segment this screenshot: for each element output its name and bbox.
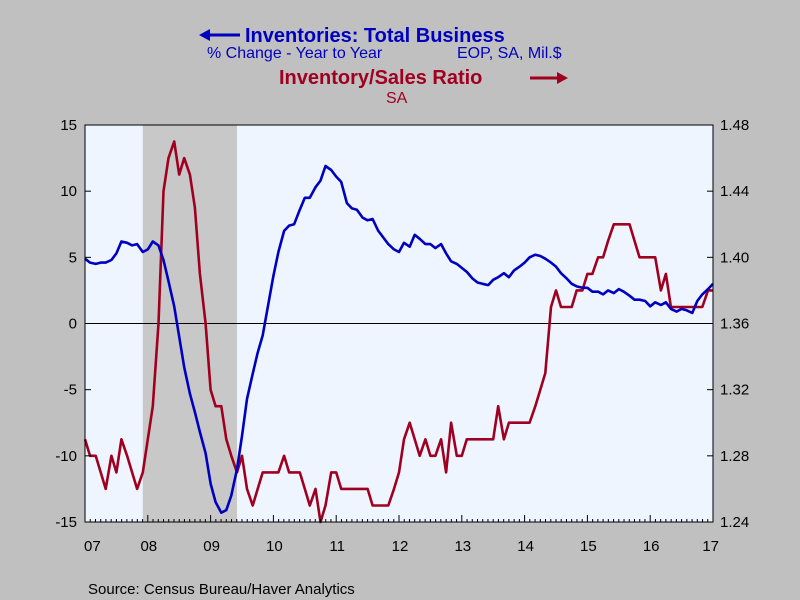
x-tick-label: 07 bbox=[84, 538, 101, 555]
x-tick-label: 11 bbox=[329, 538, 345, 555]
x-tick-label: 12 bbox=[392, 538, 409, 555]
x-tick-label: 16 bbox=[643, 538, 660, 555]
right-tick-label: 1.32 bbox=[720, 382, 749, 399]
legend-series2-arrowhead bbox=[557, 72, 568, 84]
left-tick-label: 5 bbox=[69, 249, 77, 266]
x-tick-label: 10 bbox=[266, 538, 283, 555]
right-tick-label: 1.48 bbox=[720, 117, 749, 134]
x-tick-label: 15 bbox=[580, 538, 597, 555]
right-tick-label: 1.28 bbox=[720, 448, 749, 465]
left-tick-label: -5 bbox=[64, 382, 77, 399]
right-axis: 1.48 1.44 1.40 1.36 1.32 1.28 1.24 bbox=[707, 117, 749, 531]
right-tick-label: 1.44 bbox=[720, 183, 749, 200]
source-note: Source: Census Bureau/Haver Analytics bbox=[88, 581, 355, 598]
x-tick-label: 08 bbox=[140, 538, 157, 555]
series-line-inventory-sales-ratio bbox=[83, 140, 713, 524]
x-tick-label: 13 bbox=[454, 538, 471, 555]
legend-series1-arrowhead bbox=[199, 29, 210, 41]
left-tick-label: 10 bbox=[60, 183, 77, 200]
right-tick-label: 1.24 bbox=[720, 514, 749, 531]
right-tick-label: 1.36 bbox=[720, 316, 749, 333]
left-tick-label: 15 bbox=[60, 117, 77, 134]
x-tick-label: 09 bbox=[203, 538, 220, 555]
legend-series2-subtitle: SA bbox=[386, 90, 408, 107]
legend-series2: Inventory/Sales Ratio SA bbox=[279, 67, 568, 107]
x-tick-label: 17 bbox=[702, 538, 719, 555]
x-axis: 07 08 09 10 11 12 13 14 15 16 17 bbox=[84, 515, 719, 555]
legend-series1: Inventories: Total Business % Change - Y… bbox=[199, 25, 562, 62]
legend-series2-title: Inventory/Sales Ratio bbox=[279, 67, 482, 89]
series-line-inventories-total-business bbox=[84, 164, 714, 514]
legend: Inventories: Total Business % Change - Y… bbox=[199, 25, 568, 107]
series-layer bbox=[83, 140, 714, 524]
left-axis: 15 10 5 0 -5 -10 -15 bbox=[55, 117, 91, 531]
legend-series1-subtitle-right: EOP, SA, Mil.$ bbox=[457, 45, 562, 62]
left-tick-label: -10 bbox=[55, 448, 77, 465]
legend-series1-title: Inventories: Total Business bbox=[245, 25, 505, 47]
right-tick-label: 1.40 bbox=[720, 249, 749, 266]
x-tick-label: 14 bbox=[517, 538, 534, 555]
legend-series1-subtitle-left: % Change - Year to Year bbox=[207, 45, 383, 62]
left-tick-label: -15 bbox=[55, 514, 77, 531]
left-tick-label: 0 bbox=[69, 316, 77, 333]
